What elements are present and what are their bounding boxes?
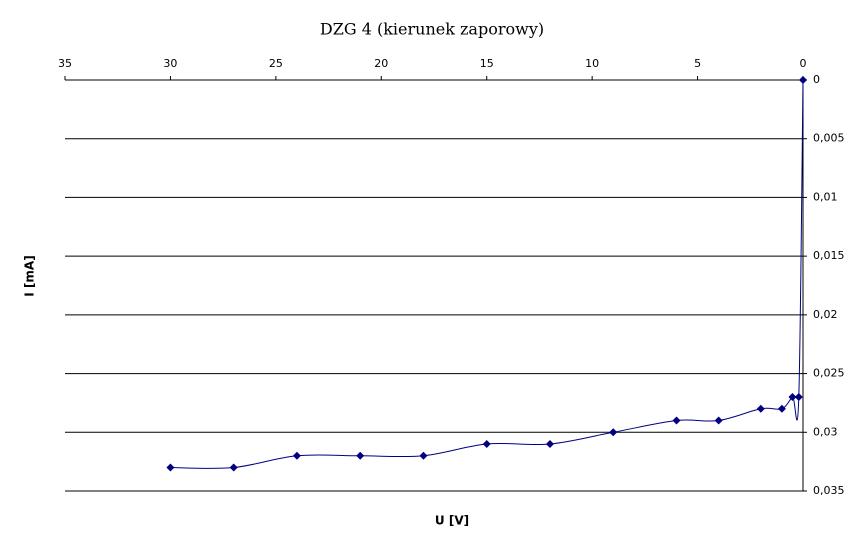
data-point xyxy=(166,463,175,472)
y-tick-label: 0,005 xyxy=(813,132,845,145)
data-point xyxy=(419,451,428,460)
data-point xyxy=(756,404,765,413)
y-axis-title: I [mA] xyxy=(23,255,37,296)
x-axis-title: U [V] xyxy=(435,514,469,528)
data-point xyxy=(482,440,491,449)
x-tick-label: 20 xyxy=(374,57,388,70)
y-tick-label: 0,015 xyxy=(813,249,845,262)
y-tick-label: 0,03 xyxy=(813,425,838,438)
data-point xyxy=(794,393,803,402)
y-tick-label: 0 xyxy=(813,73,820,86)
x-tick-label: 0 xyxy=(800,57,807,70)
data-point xyxy=(545,440,554,449)
x-tick-label: 35 xyxy=(58,57,72,70)
data-point xyxy=(777,404,786,413)
data-point xyxy=(229,463,238,472)
y-tick-label: 0,025 xyxy=(813,367,845,380)
data-point xyxy=(292,451,301,460)
x-tick-label: 25 xyxy=(269,57,283,70)
chart-title: DZG 4 (kierunek zaporowy) xyxy=(320,20,544,39)
data-point xyxy=(714,416,723,425)
y-tick-label: 0,01 xyxy=(813,190,838,203)
data-point xyxy=(799,76,807,84)
data-point xyxy=(609,428,618,437)
data-point xyxy=(672,416,681,425)
x-tick-label: 30 xyxy=(163,57,177,70)
x-tick-label: 5 xyxy=(694,57,701,70)
data-point xyxy=(788,393,797,402)
y-tick-label: 0,02 xyxy=(813,308,838,321)
data-point xyxy=(356,451,365,460)
x-tick-label: 10 xyxy=(585,57,599,70)
x-tick-label: 15 xyxy=(480,57,494,70)
y-tick-label: 0,035 xyxy=(813,484,845,497)
data-line xyxy=(170,79,804,469)
